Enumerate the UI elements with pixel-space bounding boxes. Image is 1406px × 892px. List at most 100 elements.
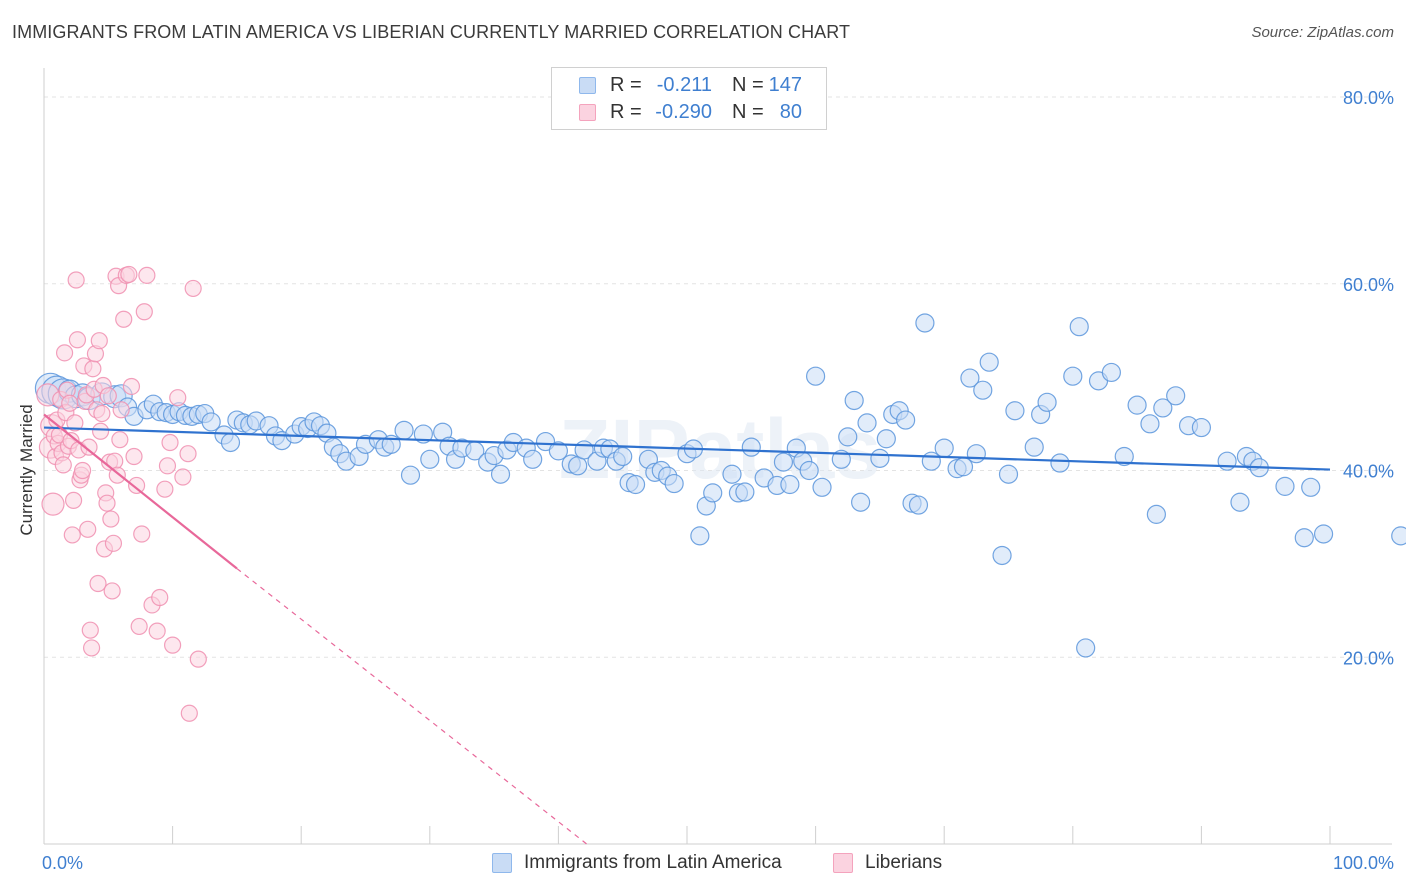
data-point xyxy=(82,639,101,657)
legend-r-label: R = xyxy=(610,101,642,123)
x-tick-label: 0.0% xyxy=(42,853,83,873)
data-point xyxy=(63,526,81,544)
data-point xyxy=(690,526,710,546)
data-point xyxy=(220,432,241,453)
data-point xyxy=(1140,414,1160,434)
data-point xyxy=(135,303,153,321)
data-point xyxy=(896,410,916,430)
y-tick-label: 60.0% xyxy=(1343,275,1394,295)
data-point xyxy=(773,452,794,472)
data-point xyxy=(184,279,202,298)
data-point xyxy=(799,460,819,481)
data-point xyxy=(151,588,169,607)
legend-r-value: -0.211 xyxy=(656,74,712,96)
data-point xyxy=(1037,392,1057,412)
data-point xyxy=(1063,366,1083,386)
tick-labels: 20.0% 40.0% 60.0% 80.0% 0.0% 100.0% xyxy=(42,88,1394,873)
data-point xyxy=(112,401,130,419)
data-point xyxy=(102,510,120,528)
data-point xyxy=(394,420,414,440)
data-point xyxy=(138,266,156,284)
source-credit: Source: ZipAtlas.com xyxy=(1251,24,1394,41)
data-point xyxy=(67,271,85,289)
data-point xyxy=(148,622,166,640)
trend-lines xyxy=(43,413,1331,845)
data-point xyxy=(400,465,421,485)
data-point xyxy=(84,360,102,378)
data-point xyxy=(966,444,986,464)
y-tick-label: 40.0% xyxy=(1343,462,1394,482)
data-point xyxy=(1391,526,1406,546)
data-point xyxy=(908,495,929,515)
data-point xyxy=(870,448,890,468)
gridlines xyxy=(44,96,1392,658)
data-point xyxy=(934,438,954,458)
data-point xyxy=(1146,504,1166,524)
series-latin-america xyxy=(34,313,1406,658)
trend-line xyxy=(43,413,238,570)
data-point xyxy=(64,491,83,509)
data-point xyxy=(127,476,146,495)
series-legend-label: Immigrants from Latin America xyxy=(524,852,782,873)
data-point xyxy=(741,437,761,457)
data-point xyxy=(1076,638,1096,658)
data-point xyxy=(1301,477,1321,497)
data-point xyxy=(115,310,133,328)
data-point xyxy=(68,331,87,349)
data-point xyxy=(625,474,646,495)
data-point xyxy=(992,545,1012,566)
data-point xyxy=(1101,362,1121,383)
trend-line-extension xyxy=(236,568,588,845)
data-point xyxy=(960,368,980,388)
data-point xyxy=(1313,524,1334,544)
data-point xyxy=(179,445,197,463)
data-point xyxy=(735,482,755,502)
data-point xyxy=(1294,528,1314,548)
data-point xyxy=(156,480,174,498)
data-point xyxy=(1166,386,1186,406)
data-point xyxy=(158,457,177,475)
correlation-legend: R = -0.211 N = 147 R = -0.290 N = 80 xyxy=(551,67,827,130)
data-point xyxy=(89,574,107,593)
data-point xyxy=(161,433,179,452)
legend-r-label: R = xyxy=(610,74,642,96)
data-point xyxy=(613,446,633,467)
data-point xyxy=(1153,398,1173,418)
data-point xyxy=(413,424,433,444)
series-swatch-pink xyxy=(833,853,853,873)
data-point xyxy=(805,366,826,386)
series-liberians xyxy=(36,265,207,722)
data-point xyxy=(55,344,74,362)
data-point xyxy=(61,394,79,412)
data-point xyxy=(1024,437,1044,457)
data-point xyxy=(1069,317,1089,337)
data-point xyxy=(523,449,543,469)
data-point xyxy=(90,332,108,350)
data-point xyxy=(1114,446,1134,467)
data-point xyxy=(164,636,182,654)
data-point xyxy=(838,427,858,447)
legend-n-label: N = xyxy=(732,74,764,96)
data-point xyxy=(122,377,141,396)
data-point xyxy=(103,582,121,600)
data-point xyxy=(1050,453,1070,473)
data-point xyxy=(54,456,72,474)
legend-r-value: -0.290 xyxy=(655,101,712,123)
data-point xyxy=(169,389,187,407)
data-point xyxy=(535,431,556,452)
data-point xyxy=(857,413,877,433)
data-point xyxy=(1230,492,1250,512)
data-point xyxy=(130,617,148,636)
data-point xyxy=(66,414,84,432)
data-point xyxy=(91,422,110,440)
data-point xyxy=(812,477,832,497)
data-point xyxy=(41,492,65,516)
y-tick-label: 80.0% xyxy=(1343,88,1394,108)
legend-row-liberians: R = -0.290 N = 80 xyxy=(552,101,826,127)
data-point xyxy=(99,387,117,405)
trend-line xyxy=(43,426,1331,471)
legend-swatch-pink xyxy=(579,104,596,121)
data-point xyxy=(703,483,723,503)
data-point xyxy=(1275,476,1295,496)
